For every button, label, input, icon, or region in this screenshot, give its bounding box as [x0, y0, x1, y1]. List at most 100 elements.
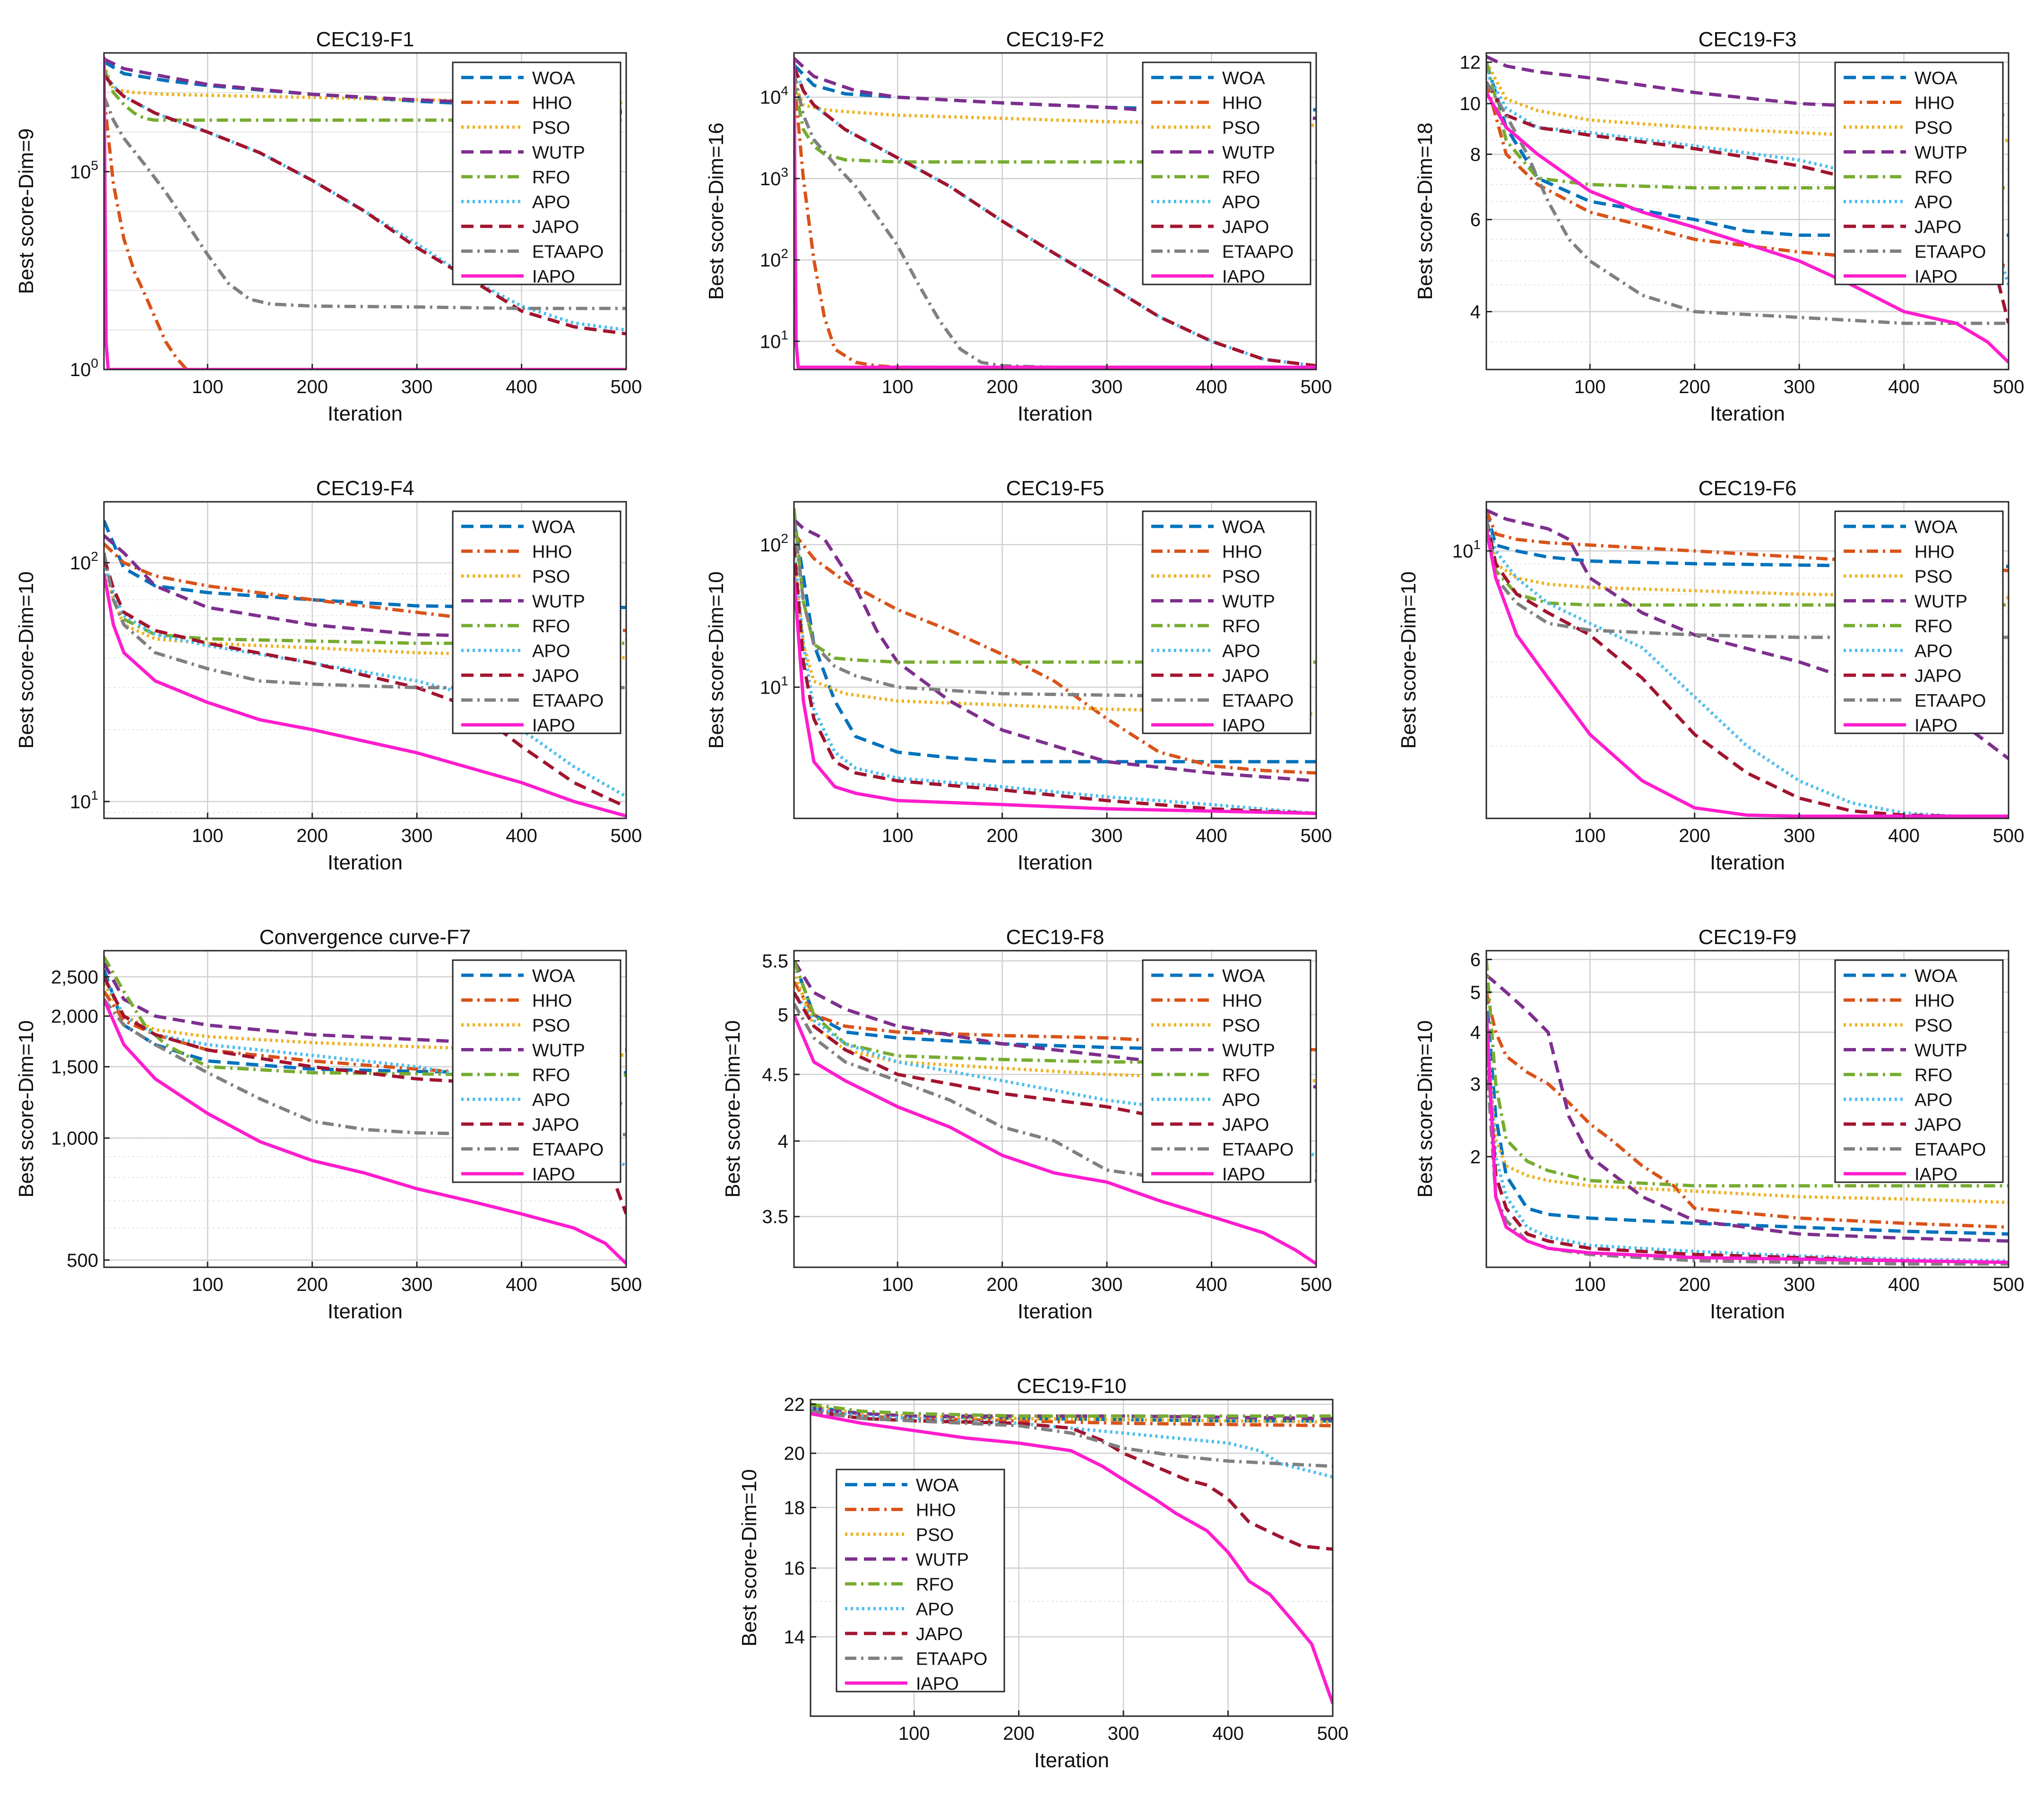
series-line-iapo — [794, 1014, 1316, 1265]
series-line-wutp — [1486, 973, 2009, 1243]
legend-label-wutp: WUTP — [916, 1550, 969, 1570]
y-tick-label: 1,500 — [51, 1057, 98, 1078]
x-tick-label: 400 — [1888, 377, 1920, 397]
chart-panel-8: 100 200 300 400 500 3.5 4 4.5 5 5.5 CEC19-F8 Iterat… — [721, 926, 1332, 1323]
legend-label-wutp: WUTP — [1222, 1041, 1275, 1061]
legend-label-rfo: RFO — [532, 1066, 570, 1085]
legend-label-pso: PSO — [1915, 567, 1952, 587]
y-axis-label: Best score-Dim=10 — [1414, 1020, 1437, 1197]
y-tick-label: 14 — [784, 1627, 805, 1648]
legend-label-hho: HHO — [532, 542, 572, 562]
x-tick-label: 100 — [1574, 377, 1606, 397]
legend-label-apo: APO — [532, 642, 570, 662]
legend-label-japo: JAPO — [1915, 666, 1961, 686]
series-line-wutp — [1486, 508, 2009, 760]
legend-label-pso: PSO — [916, 1525, 954, 1545]
legend-label-etaapo: ETAAPO — [1222, 691, 1294, 711]
y-tick-label: 3 — [1470, 1074, 1481, 1095]
x-tick-label: 500 — [1301, 377, 1332, 397]
legend-label-wutp: WUTP — [532, 143, 585, 163]
y-axis-label: Best score-Dim=10 — [15, 1020, 38, 1197]
legend-label-japo: JAPO — [916, 1624, 963, 1644]
series-line-etaapo — [811, 1409, 1333, 1468]
x-tick-label: 200 — [1003, 1723, 1035, 1744]
legend: WOA HHO PSO WUTP RFO APO JAPO ETAAPO IAPO — [1834, 510, 2004, 736]
x-axis-label: Iteration — [1018, 1300, 1093, 1323]
series-line-japo — [104, 74, 626, 335]
x-tick-label: 100 — [192, 1274, 224, 1295]
x-tick-label: 400 — [1196, 377, 1227, 397]
legend-label-japo: JAPO — [532, 217, 579, 237]
chart-title: CEC19-F8 — [1006, 926, 1104, 949]
legend-label-etaapo: ETAAPO — [532, 691, 604, 711]
x-tick-label: 200 — [986, 825, 1018, 846]
x-tick-label: 100 — [882, 1274, 914, 1295]
legend-label-hho: HHO — [1222, 542, 1262, 562]
y-axis-label: Best score-Dim=16 — [705, 122, 728, 300]
legend-label-japo: JAPO — [1222, 217, 1269, 237]
x-axis-label: Iteration — [328, 851, 403, 874]
series-line-etaapo — [794, 519, 1316, 699]
legend-label-woa: WOA — [1915, 966, 1958, 986]
x-tick-label: 300 — [1784, 1274, 1815, 1295]
y-tick-label: 102 — [760, 531, 788, 556]
x-tick-label: 300 — [401, 1274, 433, 1295]
axes-box — [103, 52, 627, 370]
series-line-apo — [104, 976, 626, 1168]
y-tick-label: 22 — [784, 1394, 805, 1415]
series-line-woa — [1486, 509, 2009, 568]
series-line-iapo — [794, 576, 1316, 815]
y-axis-label: Best score-Dim=9 — [15, 129, 38, 294]
axes-box — [103, 501, 627, 819]
x-axis-label: Iteration — [1018, 402, 1093, 425]
x-tick-label: 100 — [1574, 825, 1606, 846]
x-tick-label: 300 — [1091, 825, 1123, 846]
legend-label-wutp: WUTP — [1222, 592, 1275, 612]
series-line-rfo — [794, 508, 1316, 664]
y-tick-label: 2 — [1470, 1147, 1481, 1168]
x-tick-label: 100 — [1574, 1274, 1606, 1295]
legend-label-rfo: RFO — [532, 168, 570, 188]
axes-box — [810, 1399, 1334, 1717]
legend-label-apo: APO — [1222, 642, 1260, 662]
axes-box — [1485, 52, 2010, 370]
legend-label-wutp: WUTP — [532, 592, 585, 612]
series-line-pso — [794, 558, 1316, 716]
chart-panel-4: 100 200 300 400 500 101 102 CEC19-F4 Iteration Be… — [15, 477, 642, 874]
legend-label-woa: WOA — [916, 1476, 959, 1495]
legend: WOA HHO PSO WUTP RFO APO JAPO ETAAPO IAPO — [452, 61, 621, 287]
y-tick-label: 4.5 — [762, 1065, 788, 1085]
legend-label-iapo: IAPO — [1222, 1165, 1265, 1185]
series-line-rfo — [1486, 959, 2009, 1188]
legend-label-etaapo: ETAAPO — [1222, 242, 1294, 262]
legend-label-wutp: WUTP — [1915, 1041, 1967, 1061]
x-axis-label: Iteration — [328, 402, 403, 425]
series-line-japo — [794, 544, 1316, 815]
x-tick-label: 300 — [1784, 825, 1815, 846]
legend-label-woa: WOA — [1915, 69, 1958, 88]
y-tick-label: 12 — [1460, 52, 1481, 73]
legend-label-iapo: IAPO — [1915, 267, 1958, 287]
series-line-apo — [794, 544, 1316, 815]
x-tick-label: 100 — [898, 1723, 930, 1744]
legend-label-rfo: RFO — [1222, 617, 1260, 636]
y-tick-label: 20 — [784, 1444, 805, 1464]
legend-label-wutp: WUTP — [532, 1041, 585, 1061]
legend-label-pso: PSO — [1915, 118, 1952, 138]
y-tick-label: 101 — [760, 673, 788, 698]
x-tick-label: 200 — [296, 1274, 328, 1295]
x-tick-label: 400 — [506, 1274, 537, 1295]
legend-label-japo: JAPO — [1222, 1115, 1269, 1135]
legend-label-pso: PSO — [1222, 118, 1260, 138]
series-line-hho — [104, 990, 626, 1108]
x-tick-label: 400 — [1196, 1274, 1227, 1295]
series-line-hho — [1486, 992, 2009, 1229]
x-tick-label: 400 — [1212, 1723, 1244, 1744]
legend-label-woa: WOA — [532, 517, 575, 537]
chart-panel-1: 100 200 300 400 500 100 105 CEC19-F1 Iteration Be… — [15, 28, 642, 425]
legend-label-woa: WOA — [1222, 966, 1265, 986]
x-tick-label: 500 — [1301, 1274, 1332, 1295]
y-tick-label: 2,000 — [51, 1006, 98, 1027]
legend: WOA HHO PSO WUTP RFO APO JAPO ETAAPO IAPO — [836, 1469, 1005, 1694]
